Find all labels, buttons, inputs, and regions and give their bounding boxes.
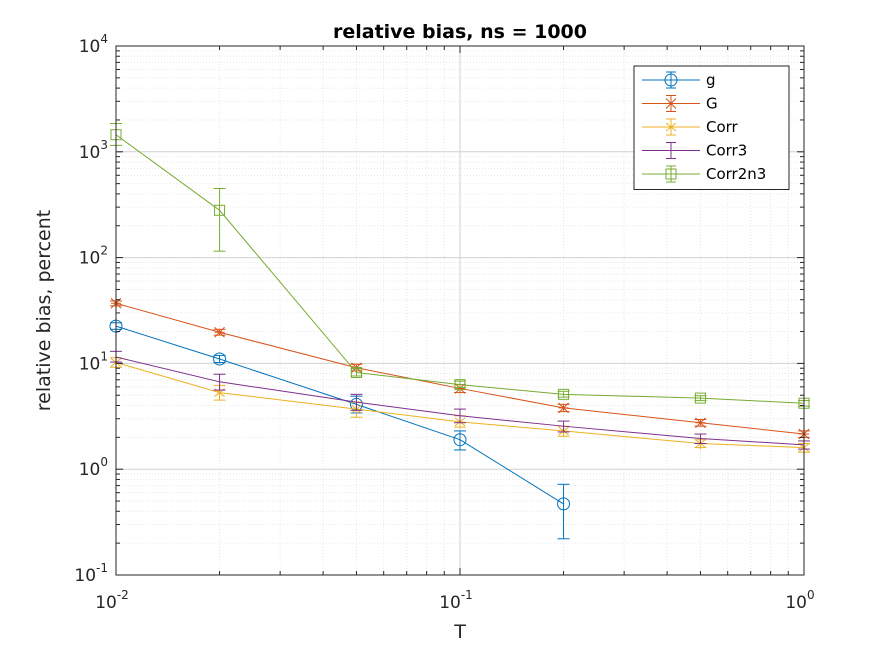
legend-label: g (706, 71, 716, 89)
error-bar (557, 390, 570, 398)
error-bar (213, 187, 226, 252)
asterisk-marker-shape (558, 402, 569, 414)
legend: gG Corr Corr3 Corr2n3 (633, 65, 790, 190)
data-point (214, 326, 225, 338)
circle-marker-shape (453, 433, 467, 447)
data-point (694, 392, 706, 404)
legend-box (633, 65, 790, 190)
x-tick-label: 10-1 (439, 588, 473, 613)
data-point (214, 204, 226, 216)
circle-marker-shape (557, 497, 571, 511)
y-tick-label: 104 (79, 32, 108, 57)
legend-marker (665, 98, 677, 109)
error-bar (557, 420, 570, 433)
legend-marker (664, 73, 678, 87)
legend-entry-corr3: Corr3 (642, 142, 747, 160)
square-marker-shape (694, 392, 706, 404)
x-tick-label: 10-2 (95, 588, 129, 613)
legend-entry-g: G (642, 95, 718, 113)
axis-ticks (115, 45, 805, 576)
circle-marker-shape (213, 352, 227, 366)
error-bar (350, 393, 363, 411)
x-axis-label: T (453, 621, 466, 643)
data-point (454, 379, 466, 391)
legend-marker (665, 168, 677, 180)
error-bar (694, 433, 707, 444)
y-tick-label: 10-1 (74, 561, 108, 586)
square-marker-shape (665, 168, 677, 180)
error-bar (213, 354, 226, 363)
error-bar (454, 408, 466, 424)
data-point (453, 433, 467, 447)
y-tick-label: 103 (79, 138, 108, 163)
legend-label: Corr (706, 118, 739, 136)
x-tick-label: 100 (785, 588, 814, 613)
square-marker-shape (454, 379, 466, 391)
error-bar (557, 483, 570, 540)
legend-entry-corr2n3: Corr2n3 (642, 165, 766, 183)
error-bar (694, 395, 707, 402)
star-marker-shape (665, 121, 677, 133)
legend-label: Corr2n3 (706, 165, 766, 183)
legend-label: Corr3 (706, 142, 747, 160)
circle-marker-shape (664, 73, 678, 87)
data-point (557, 497, 571, 511)
square-marker-shape (214, 204, 226, 216)
data-point (558, 388, 570, 400)
legend-marker (665, 121, 677, 133)
data-point (695, 417, 706, 429)
legend-entry-g: g (642, 71, 716, 89)
asterisk-marker-shape (665, 98, 677, 109)
y-tick-label: 102 (79, 244, 108, 269)
error-bar (213, 373, 226, 391)
error-bar (454, 380, 466, 389)
asterisk-marker-shape (695, 417, 706, 429)
legend-label: G (706, 95, 718, 113)
y-tick-label: 100 (79, 455, 108, 480)
y-axis-label: relative bias, percent (33, 210, 55, 411)
y-tick-label: 101 (79, 349, 108, 374)
asterisk-marker-shape (214, 326, 225, 338)
square-marker-shape (350, 367, 362, 379)
chart-title: relative bias, ns = 1000 (333, 21, 587, 43)
data-point (350, 367, 362, 379)
data-point (213, 352, 227, 366)
legend-entry-corr: Corr (642, 118, 739, 136)
square-marker-shape (558, 388, 570, 400)
error-bar (350, 368, 363, 377)
data-point (558, 402, 569, 414)
